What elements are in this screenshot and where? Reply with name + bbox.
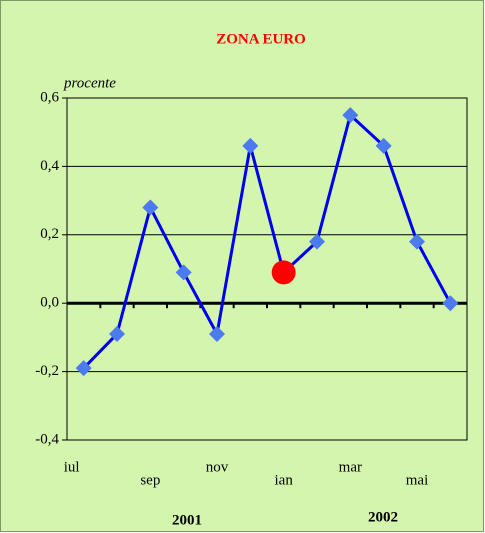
x-tick-label: ian <box>275 472 294 488</box>
x-tick-label: mai <box>406 472 429 488</box>
y-tick-label: 0,2 <box>40 226 59 242</box>
y-axis-label: procente <box>63 75 116 91</box>
highlight-marker <box>271 260 296 285</box>
x-tick-label: mar <box>339 459 362 475</box>
marker <box>375 137 392 154</box>
y-tick-label: 0,0 <box>40 295 59 311</box>
marker <box>442 295 459 312</box>
marker <box>109 325 125 342</box>
y-tick-label: -0,4 <box>35 431 59 447</box>
marker <box>75 360 92 377</box>
marker <box>142 199 159 216</box>
year-label: 2001 <box>172 512 202 528</box>
marker <box>209 325 225 342</box>
x-tick-label: iul <box>64 459 80 475</box>
marker <box>342 107 359 124</box>
x-tick-label: nov <box>206 459 229 475</box>
x-tick-label: sep <box>140 472 160 488</box>
marker <box>175 264 192 281</box>
marker <box>409 233 425 250</box>
y-tick-label: 0,6 <box>40 89 59 105</box>
line <box>82 112 452 370</box>
marker <box>242 137 259 154</box>
marker <box>309 233 325 250</box>
year-label: 2002 <box>368 509 398 525</box>
y-tick-label: 0,4 <box>40 158 59 174</box>
chart-title: ZONA EURO <box>216 31 306 47</box>
y-tick-label: -0,2 <box>35 363 59 379</box>
